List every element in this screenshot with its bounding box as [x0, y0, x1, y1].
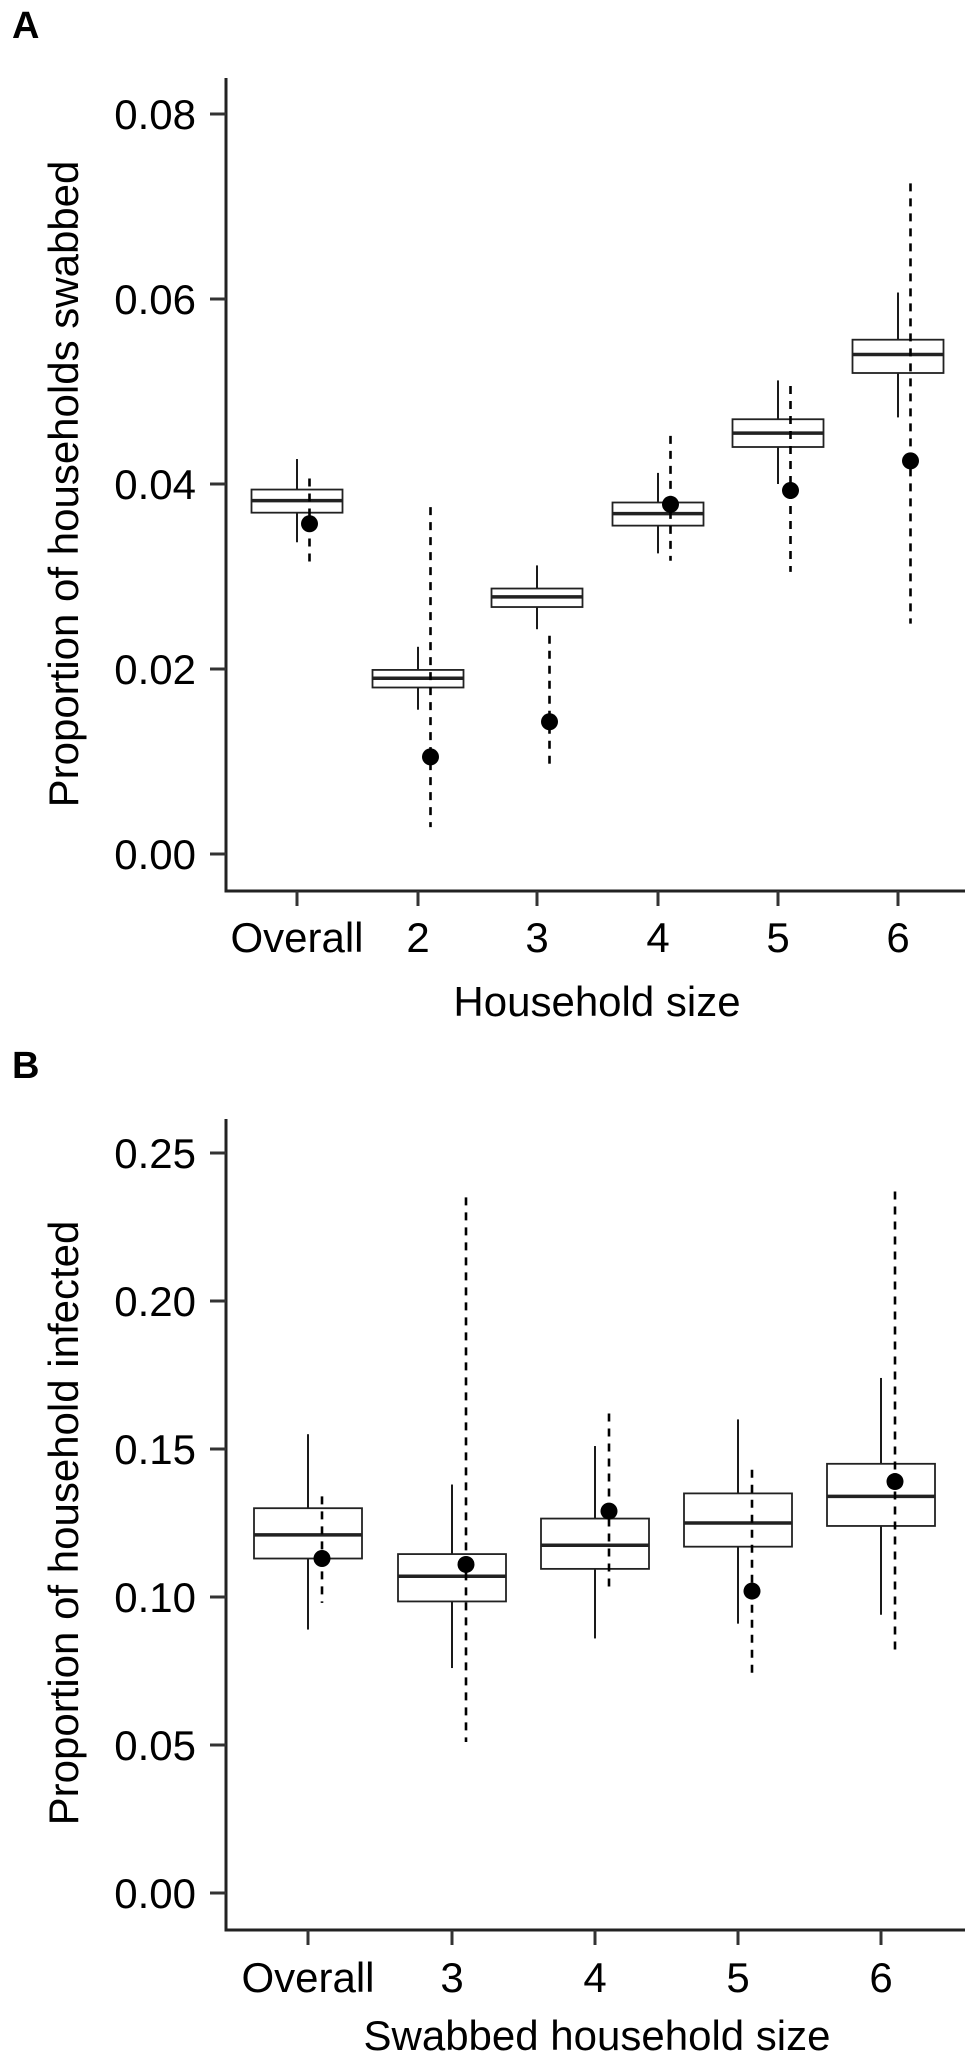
panel-label-b: B: [12, 1045, 39, 1087]
y-tick-label: 0.02: [114, 646, 196, 693]
observed-point: [782, 481, 799, 499]
y-tick-label: 0.08: [114, 91, 196, 138]
observed-point: [902, 452, 919, 470]
observed-point: [541, 713, 558, 731]
x-axis-title-a: Household size: [453, 978, 740, 1025]
panel-a: A Proportion of households swabbed House…: [12, 5, 965, 1025]
observed-point: [422, 748, 439, 766]
observed-point: [743, 1582, 761, 1600]
box-overall: [253, 1434, 363, 1630]
x-tick-label: 5: [726, 1954, 749, 2001]
x-tick-label: 3: [525, 914, 548, 961]
observed-point: [662, 495, 679, 513]
y-tick-label: 0.15: [114, 1426, 196, 1473]
panel-b: B Proportion of household infected Swabb…: [12, 1045, 965, 2054]
box-6: [826, 1377, 936, 1615]
y-tick-label: 0.04: [114, 461, 196, 508]
observed-point: [301, 515, 318, 533]
y-tick-label: 0.20: [114, 1278, 196, 1325]
observed-point: [313, 1550, 331, 1568]
x-tick-label: 2: [406, 914, 429, 961]
x-tick-label: 5: [766, 914, 789, 961]
box-6: [851, 292, 945, 418]
x-axis-title-b: Swabbed household size: [363, 2012, 830, 2054]
box-5: [731, 380, 825, 484]
y-tick-label: 0.06: [114, 276, 196, 323]
y-tick-label: 0.25: [114, 1130, 196, 1177]
box-iqr: [851, 338, 945, 374]
panel-label-a: A: [12, 5, 39, 47]
y-tick-label: 0.10: [114, 1574, 196, 1621]
box-4: [611, 472, 705, 554]
box-iqr: [683, 1492, 793, 1548]
y-axis-title-a: Proportion of households swabbed: [40, 161, 87, 808]
x-tick-label: 6: [886, 914, 909, 961]
observed-point: [886, 1473, 904, 1491]
box-3: [397, 1484, 507, 1669]
observed-point: [457, 1555, 475, 1573]
box-overall: [250, 459, 344, 543]
x-tick-label: 6: [869, 1954, 892, 2001]
y-tick-label: 0.05: [114, 1722, 196, 1769]
observed-point: [600, 1502, 618, 1520]
box-2: [371, 646, 465, 710]
x-tick-label: 4: [583, 1954, 606, 2001]
x-tick-label: 4: [646, 914, 669, 961]
box-3: [490, 565, 584, 630]
y-tick-label: 0.00: [114, 831, 196, 878]
y-tick-label: 0.00: [114, 1870, 196, 1917]
box-5: [683, 1419, 793, 1624]
x-tick-label: Overall: [241, 1954, 374, 2001]
y-axis-title-b: Proportion of household infected: [40, 1221, 87, 1826]
x-tick-label: Overall: [230, 914, 363, 961]
x-tick-label: 3: [440, 1954, 463, 2001]
box-4: [540, 1446, 650, 1639]
